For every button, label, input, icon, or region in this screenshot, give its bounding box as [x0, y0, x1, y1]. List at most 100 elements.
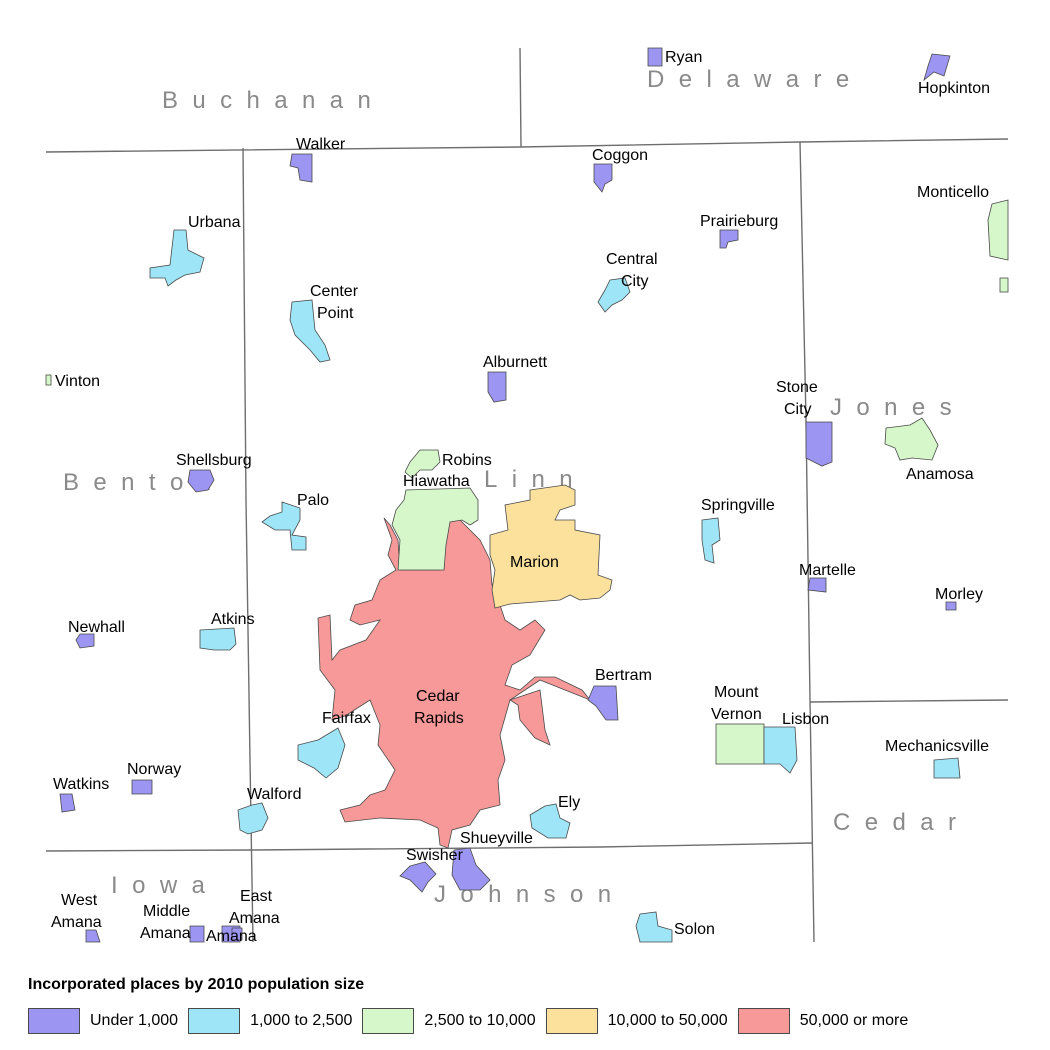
place-label-cedar-rapids-1: Cedar	[416, 688, 460, 705]
place-label-norway: Norway	[127, 761, 181, 778]
place-label-monticello: Monticello	[917, 184, 989, 201]
legend-item-1000-to-2500: 1,000 to 2,500	[188, 1008, 352, 1034]
place-label-urbana: Urbana	[188, 214, 241, 231]
county-label-iowa: Iowa	[111, 872, 219, 899]
place-polygons	[45, 47, 1009, 943]
place-shape-mechanicsville[interactable]	[933, 757, 961, 779]
place-label-newhall: Newhall	[68, 619, 125, 636]
place-label-ryan: Ryan	[665, 49, 702, 66]
county-label-jones: Jones	[830, 394, 966, 421]
place-shape-ely[interactable]	[529, 803, 571, 839]
place-label-palo: Palo	[297, 492, 329, 509]
legend-item-2500-to-10000: 2,500 to 10,000	[362, 1008, 536, 1034]
place-label-center-point-2: Point	[317, 305, 354, 322]
county-labels: Buchanan Delaware Benton Linn Jones Ceda…	[63, 66, 970, 908]
place-shape-morley[interactable]	[945, 601, 957, 611]
legend-items: Under 1,000 1,000 to 2,500 2,500 to 10,0…	[28, 1008, 1028, 1034]
place-shape-urbana[interactable]	[149, 229, 205, 287]
place-label-amana: Amana	[206, 928, 257, 945]
place-shape-fairfax[interactable]	[297, 727, 346, 779]
place-labels: Ryan Hopkinton Walker Coggon Monticello …	[51, 49, 990, 945]
place-label-watkins: Watkins	[53, 776, 109, 793]
place-shape-palo[interactable]	[261, 501, 307, 551]
place-shape-robins[interactable]	[404, 449, 441, 479]
place-label-atkins: Atkins	[211, 611, 255, 628]
place-shape-vinton[interactable]	[45, 374, 52, 386]
legend-label-50000-or-more: 50,000 or more	[799, 1012, 909, 1029]
place-label-anamosa: Anamosa	[906, 466, 974, 483]
place-shape-ryan[interactable]	[647, 47, 663, 67]
place-shape-lisbon[interactable]	[763, 726, 798, 774]
county-label-delaware: Delaware	[647, 66, 864, 93]
place-label-central-city-2: City	[621, 273, 649, 290]
place-label-middle-amana-2: Amana	[140, 925, 191, 942]
place-label-hiawatha: Hiawatha	[403, 473, 470, 490]
place-shape-watkins[interactable]	[59, 793, 76, 813]
place-shape-alburnett[interactable]	[487, 371, 507, 403]
legend-item-50000-or-more: 50,000 or more	[737, 1008, 909, 1034]
place-label-east-amana-2: Amana	[229, 910, 280, 927]
place-shape-coggon[interactable]	[593, 163, 613, 193]
place-label-west-amana-2: Amana	[51, 914, 102, 931]
place-shape-walford[interactable]	[237, 802, 269, 835]
place-shape-shellsburg[interactable]	[187, 469, 215, 493]
legend-swatch-50000-or-more	[737, 1008, 790, 1034]
place-label-lisbon: Lisbon	[782, 711, 829, 728]
legend-swatch-2500-to-10000	[362, 1008, 415, 1034]
place-shape-newhall[interactable]	[75, 633, 95, 649]
place-shape-west-amana[interactable]	[85, 929, 101, 943]
place-label-vinton: Vinton	[55, 373, 100, 390]
place-label-swisher: Swisher	[406, 847, 464, 864]
place-shape-middle-amana[interactable]	[189, 925, 205, 943]
place-label-central-city-1: Central	[606, 251, 658, 268]
county-label-cedar: Cedar	[833, 809, 970, 836]
place-label-cedar-rapids-2: Rapids	[414, 710, 464, 727]
place-shape-norway[interactable]	[131, 779, 153, 795]
legend-swatch-under-1000	[28, 1008, 80, 1034]
place-label-shueyville: Shueyville	[460, 830, 533, 847]
place-shape-shueyville[interactable]	[451, 847, 491, 891]
place-label-robins: Robins	[442, 452, 492, 469]
place-label-shellsburg: Shellsburg	[176, 452, 252, 469]
place-shape-monticello-2	[999, 277, 1009, 293]
place-shape-center-point[interactable]	[289, 299, 331, 363]
legend-label-under-1000: Under 1,000	[90, 1012, 179, 1029]
place-shape-atkins[interactable]	[199, 627, 237, 651]
county-label-benton: Benton	[63, 469, 225, 496]
legend-label-10000-to-50000: 10,000 to 50,000	[607, 1012, 728, 1029]
place-label-bertram: Bertram	[595, 667, 652, 684]
place-shape-monticello[interactable]	[987, 199, 1009, 261]
map: Buchanan Delaware Benton Linn Jones Ceda…	[45, 47, 1009, 945]
place-shape-martelle[interactable]	[807, 577, 827, 593]
place-label-mount-vernon-1: Mount	[714, 684, 759, 701]
place-label-walker: Walker	[296, 136, 346, 153]
place-label-west-amana-1: West	[61, 892, 98, 909]
place-shape-swisher[interactable]	[399, 861, 437, 893]
place-shape-east-amana[interactable]	[231, 927, 243, 941]
place-shape-stone-city[interactable]	[805, 421, 833, 467]
legend: Incorporated places by 2010 population s…	[28, 976, 1028, 1034]
place-label-hopkinton: Hopkinton	[918, 80, 990, 97]
place-shape-walker[interactable]	[289, 153, 313, 183]
place-label-stone-city-2: City	[784, 401, 812, 418]
place-shape-hiawatha[interactable]	[391, 487, 479, 571]
county-boundaries	[45, 47, 1009, 943]
place-shape-solon[interactable]	[635, 911, 673, 943]
legend-item-under-1000: Under 1,000	[28, 1008, 178, 1034]
place-label-morley: Morley	[935, 586, 983, 603]
place-label-middle-amana-1: Middle	[143, 903, 190, 920]
place-shape-anamosa[interactable]	[884, 417, 939, 461]
place-shape-marion[interactable]	[489, 484, 613, 609]
place-shape-mount-vernon[interactable]	[715, 723, 765, 765]
place-shape-bertram[interactable]	[587, 685, 619, 721]
place-label-fairfax: Fairfax	[322, 710, 371, 727]
legend-swatch-10000-to-50000	[545, 1008, 598, 1034]
place-shape-prairieburg[interactable]	[719, 229, 739, 249]
place-shape-springville[interactable]	[701, 517, 721, 564]
legend-label-1000-to-2500: 1,000 to 2,500	[250, 1012, 353, 1029]
place-label-alburnett: Alburnett	[483, 354, 548, 371]
place-shape-hopkinton[interactable]	[923, 53, 951, 82]
place-label-prairieburg: Prairieburg	[700, 213, 778, 230]
place-label-martelle: Martelle	[799, 562, 856, 579]
place-shape-central-city[interactable]	[597, 277, 631, 313]
